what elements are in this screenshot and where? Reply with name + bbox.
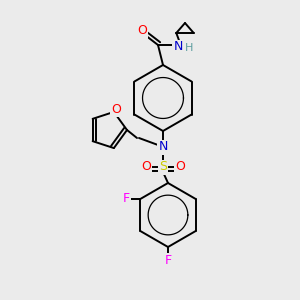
- Text: O: O: [111, 103, 121, 116]
- Text: N: N: [173, 40, 183, 53]
- Text: N: N: [158, 140, 168, 154]
- Text: O: O: [175, 160, 185, 173]
- Text: O: O: [137, 25, 147, 38]
- Text: O: O: [141, 160, 151, 173]
- Text: F: F: [123, 193, 130, 206]
- Text: F: F: [164, 254, 172, 266]
- Text: S: S: [159, 160, 167, 173]
- Text: H: H: [185, 43, 193, 53]
